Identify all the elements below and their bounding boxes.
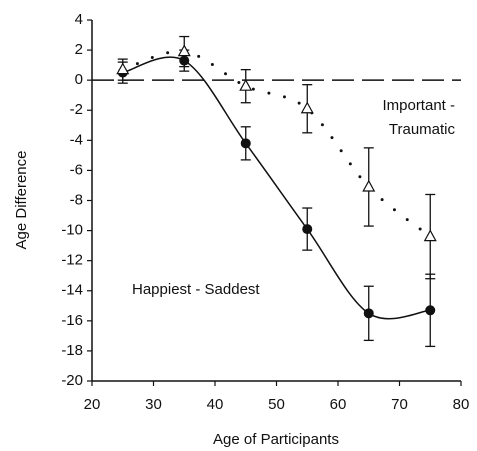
point — [240, 138, 251, 149]
annotation: Traumatic — [389, 121, 456, 138]
point — [116, 62, 130, 75]
point — [300, 101, 314, 114]
x-tick-label: 80 — [453, 396, 470, 413]
point — [363, 308, 374, 319]
x-tick-label: 30 — [145, 396, 162, 413]
x-tick-label: 60 — [330, 396, 347, 413]
y-tick-label: 0 — [75, 71, 83, 88]
y-tick-label: -6 — [70, 161, 83, 178]
y-tick-label: -18 — [61, 342, 83, 359]
point — [423, 229, 437, 242]
y-tick-label: -14 — [61, 282, 83, 299]
y-tick-label: -12 — [61, 252, 83, 269]
y-tick-label: -8 — [70, 191, 83, 208]
x-axis-label: Age of Participants — [213, 431, 339, 448]
point — [362, 179, 376, 192]
y-tick-label: -20 — [61, 372, 83, 389]
point — [425, 305, 436, 316]
x-tick-label: 50 — [268, 396, 285, 413]
fit-curve — [121, 49, 432, 239]
annotation: Important - — [382, 97, 455, 114]
x-tick-label: 70 — [391, 396, 408, 413]
y-tick-label: -2 — [70, 101, 83, 118]
y-tick-label: 2 — [75, 41, 83, 58]
y-axis-label: Age Difference — [13, 151, 30, 250]
y-tick-label: -10 — [61, 222, 83, 239]
x-tick-label: 20 — [84, 396, 101, 413]
x-tick-label: 40 — [207, 396, 224, 413]
point — [302, 224, 313, 235]
y-tick-label: -4 — [70, 131, 83, 148]
point — [239, 78, 253, 91]
y-tick-label: 4 — [75, 11, 83, 28]
y-tick-label: -16 — [61, 312, 83, 329]
annotation: Happiest - Saddest — [132, 281, 260, 298]
point — [177, 44, 191, 57]
